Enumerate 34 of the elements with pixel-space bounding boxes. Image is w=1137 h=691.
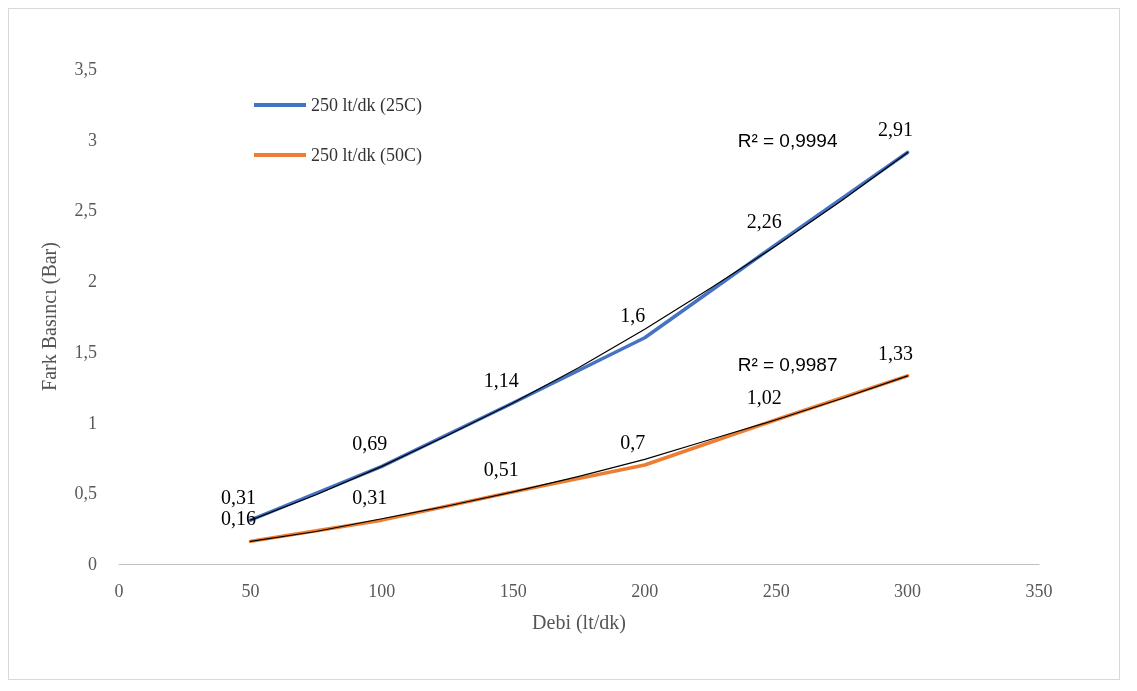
data-label: 1,33 <box>878 341 914 364</box>
annotation: R² = 0,9994 <box>737 130 838 152</box>
y-axis-title: Fark Basıncı (Bar) <box>38 242 61 391</box>
data-label: 0,69 <box>352 432 388 455</box>
data-label: 2,26 <box>746 210 782 233</box>
y-tick-label: 1,5 <box>74 341 97 362</box>
legend-label: 250 lt/dk (50C) <box>311 145 422 166</box>
data-label: 1,6 <box>620 303 646 326</box>
y-tick-label: 3 <box>88 129 97 150</box>
data-label: 1,02 <box>746 385 782 408</box>
data-label: 0,31 <box>220 486 256 509</box>
x-tick-label: 100 <box>368 581 396 601</box>
x-axis-title: Debi (lt/dk) <box>532 611 626 634</box>
x-tick-label: 150 <box>499 581 527 601</box>
x-tick-label: 250 <box>762 581 790 601</box>
data-label: 0,7 <box>620 431 646 453</box>
y-tick-label: 2 <box>88 271 97 292</box>
y-tick-label: 0 <box>88 554 97 574</box>
data-label: 0,51 <box>483 457 519 480</box>
x-tick-label: 300 <box>894 581 922 601</box>
annotation: R² = 0,9987 <box>737 353 838 375</box>
x-tick-label: 50 <box>241 581 260 601</box>
x-tick-label: 200 <box>631 581 659 601</box>
legend-label: 250 lt/dk (25C) <box>311 95 422 116</box>
data-label: 0,31 <box>352 486 388 509</box>
y-tick-label: 2,5 <box>74 200 97 221</box>
y-tick-label: 0,5 <box>74 483 97 504</box>
y-tick-label: 1 <box>88 412 97 433</box>
x-tick-label: 350 <box>1025 581 1053 601</box>
data-label: 1,14 <box>483 368 519 391</box>
data-label: 2,91 <box>878 118 914 141</box>
y-tick-label: 3,5 <box>74 59 97 79</box>
data-label: 0,16 <box>220 507 256 530</box>
x-tick-label: 0 <box>114 581 124 601</box>
